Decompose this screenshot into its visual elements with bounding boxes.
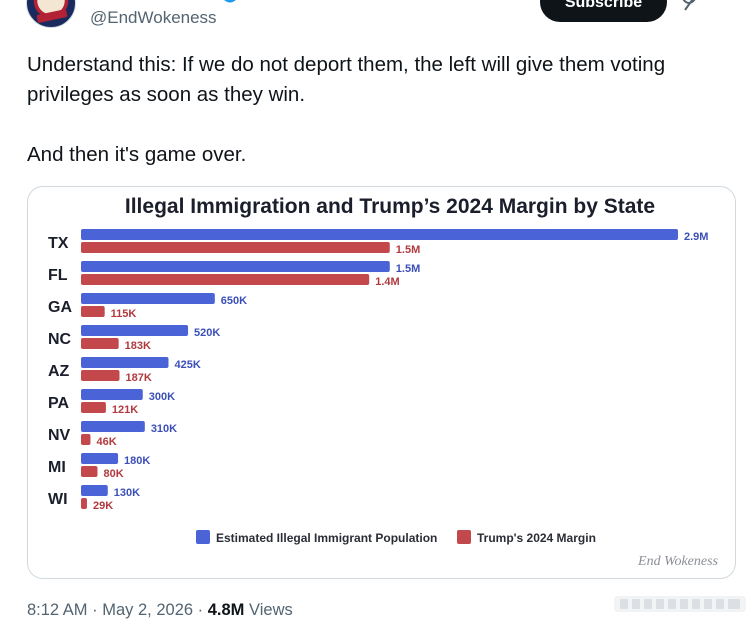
more-options-icon[interactable] <box>708 0 734 6</box>
bar-margin-nv <box>81 434 91 445</box>
bar-immigrant-tx <box>81 229 678 240</box>
data-label-margin: 80K <box>103 468 123 480</box>
bar-margin-az <box>81 370 120 381</box>
chart-watermark: End Wokeness <box>637 554 719 569</box>
tweet-time[interactable]: 8:12 AM <box>27 601 88 619</box>
bar-margin-tx <box>81 242 390 253</box>
bar-margin-ga <box>81 306 105 317</box>
bar-chart: Illegal Immigration and Trump’s 2024 Mar… <box>48 195 719 569</box>
bar-immigrant-nc <box>81 325 189 336</box>
tweet-meta: 8:12 AM · May 2, 2026 · 4.8M Views <box>27 601 293 620</box>
data-label-immigrant: 425K <box>174 359 200 371</box>
data-label-margin: 187K <box>125 372 151 384</box>
category-label: NV <box>48 427 71 444</box>
subscribe-button[interactable]: Subscribe <box>540 0 667 22</box>
tweet-text-paragraph: Understand this: If we do not deport the… <box>27 53 666 106</box>
views-label: Views <box>249 601 293 619</box>
data-label-margin: 115K <box>111 308 137 320</box>
data-label-immigrant: 180K <box>124 455 150 467</box>
bar-margin-mi <box>81 466 98 477</box>
bar-margin-pa <box>81 402 106 413</box>
category-label: MI <box>48 459 66 476</box>
meta-separator: · <box>197 601 204 619</box>
tweet-text: Understand this: If we do not deport the… <box>27 50 727 170</box>
data-label-immigrant: 130K <box>114 487 140 499</box>
data-label-immigrant: 310K <box>151 423 177 435</box>
legend-swatch-margin <box>457 530 471 544</box>
tweet-date[interactable]: May 2, 2026 <box>102 601 194 619</box>
grok-icon[interactable] <box>678 0 700 12</box>
bar-margin-nc <box>81 338 119 349</box>
avatar[interactable] <box>26 0 76 28</box>
data-label-immigrant: 650K <box>221 295 247 307</box>
verified-badge-icon <box>224 0 236 3</box>
watermark-logo-icon <box>614 596 746 612</box>
legend-label-margin: Trump's 2024 Margin <box>477 531 596 545</box>
bar-immigrant-ga <box>81 293 215 304</box>
meta-separator: · <box>92 601 98 619</box>
bar-immigrant-nv <box>81 421 145 432</box>
data-label-margin: 1.5M <box>396 244 420 256</box>
tweet-media-image[interactable]: Illegal Immigration and Trump’s 2024 Mar… <box>27 186 736 579</box>
data-label-margin: 29K <box>93 500 113 512</box>
category-label: NC <box>48 331 72 348</box>
category-label: WI <box>48 491 68 508</box>
data-label-margin: 46K <box>96 436 116 448</box>
tweet-text-paragraph: And then it's game over. <box>27 143 247 166</box>
bar-immigrant-fl <box>81 261 390 272</box>
legend-label-immigrant: Estimated Illegal Immigrant Population <box>216 531 437 545</box>
data-label-immigrant: 300K <box>149 391 175 403</box>
category-label: FL <box>48 267 68 284</box>
category-label: TX <box>48 235 69 252</box>
bar-immigrant-pa <box>81 389 143 400</box>
bar-immigrant-mi <box>81 453 119 464</box>
bar-margin-wi <box>81 498 87 509</box>
data-label-immigrant: 1.5M <box>396 263 420 275</box>
chart-title: Illegal Immigration and Trump’s 2024 Mar… <box>125 195 655 218</box>
bar-margin-fl <box>81 274 370 285</box>
data-label-margin: 183K <box>125 340 151 352</box>
user-handle[interactable]: @EndWokeness <box>90 8 217 27</box>
data-label-immigrant: 2.9M <box>684 231 708 243</box>
category-label: AZ <box>48 363 70 380</box>
data-label-margin: 1.4M <box>375 276 399 288</box>
legend-swatch-immigrant <box>196 530 210 544</box>
data-label-margin: 121K <box>112 404 138 416</box>
category-label: GA <box>48 299 72 316</box>
category-label: PA <box>48 395 69 412</box>
bar-immigrant-wi <box>81 485 108 496</box>
bar-immigrant-az <box>81 357 169 368</box>
avatar-stamp <box>36 8 68 24</box>
views-count: 4.8M <box>207 601 245 619</box>
data-label-immigrant: 520K <box>194 327 220 339</box>
